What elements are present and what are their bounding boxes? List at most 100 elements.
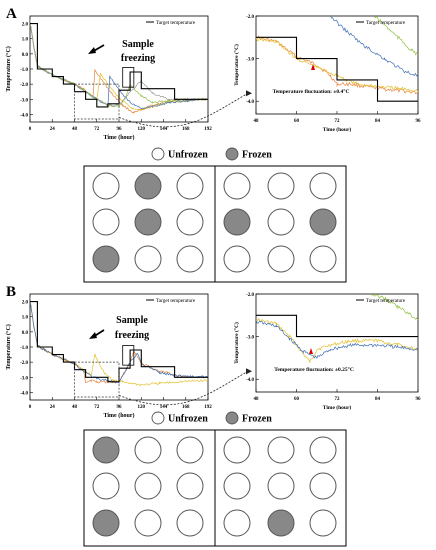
legend-label: Target temperature: [366, 298, 406, 304]
x-tick-label: 192: [204, 127, 212, 132]
vial-frozen: [309, 208, 337, 236]
x-tick-label: 84: [375, 397, 381, 402]
x-tick-label: 96: [416, 119, 422, 124]
series-line: [370, 294, 418, 320]
vial-unfrozen: [309, 509, 337, 537]
y-axis-label: Temperature (°C): [233, 322, 240, 364]
vial-unfrozen: [92, 208, 120, 236]
x-tick-label: 48: [72, 127, 78, 132]
x-tick-label: 72: [94, 405, 100, 410]
vial-unfrozen: [134, 509, 162, 537]
vial-unfrozen: [267, 472, 295, 500]
plot-frame: [255, 293, 419, 393]
legend-frozen-icon: [225, 147, 239, 161]
x-tick-label: 96: [117, 405, 123, 410]
panel-label-b: B: [6, 284, 16, 300]
series-line: [30, 21, 208, 107]
vial-unfrozen: [223, 436, 251, 464]
vial-frozen: [223, 208, 251, 236]
annotation-sample: Sample: [122, 39, 154, 50]
freeze-marker: [309, 348, 313, 354]
vial-unfrozen: [309, 472, 337, 500]
vial-unfrozen: [309, 245, 337, 273]
chart-inset-b: -2.0 -3.0 -4.0 48 60 72 84 96 Time (hour) Tempera…: [233, 293, 421, 411]
vial-unfrozen: [176, 509, 204, 537]
y-tick-label: 0.0: [22, 331, 29, 336]
vial-unfrozen: [309, 436, 337, 464]
vial-frozen: [92, 436, 120, 464]
x-tick-label: 192: [204, 405, 212, 410]
legend-label: Target temperature: [156, 298, 196, 304]
fluctuation-annotation: Temperature fluctuation: ±0.4°C: [273, 88, 350, 95]
vial-frozen: [92, 509, 120, 537]
vial-grid-a: Unfrozen Frozen: [83, 147, 347, 283]
zoom-region-box: [74, 83, 120, 120]
vial-unfrozen: [92, 172, 120, 200]
x-axis-label: Time (hour): [323, 126, 352, 133]
legend-frozen-label: Frozen: [242, 414, 272, 425]
y-axis-label: Temperature (°C): [233, 44, 240, 86]
annotation-freezing: freezing: [115, 330, 149, 341]
x-tick-label: 168: [182, 405, 190, 410]
legend-unfrozen-label: Unfrozen: [168, 150, 208, 161]
y-axis-label: Temperature (°C): [5, 324, 12, 370]
y-tick-label: 2.0: [22, 23, 29, 28]
vial-unfrozen: [267, 172, 295, 200]
x-axis-label: Time (hour): [323, 404, 352, 411]
legend-frozen-icon: [225, 411, 239, 425]
x-tick-label: 72: [335, 119, 341, 124]
vial-frozen: [267, 509, 295, 537]
x-tick-label: 96: [117, 127, 123, 132]
series-line: [256, 320, 418, 359]
series-line: [373, 16, 418, 56]
y-tick-label: -4.0: [246, 378, 254, 383]
vial-unfrozen: [176, 172, 204, 200]
x-tick-label: 96: [416, 397, 422, 402]
zoom-region-box: [74, 361, 120, 398]
x-tick-label: 48: [72, 405, 78, 410]
x-tick-label: 120: [138, 405, 146, 410]
zoom-arrow-head: [246, 90, 252, 97]
x-tick-label: 60: [294, 119, 300, 124]
x-tick-label: 72: [94, 127, 100, 132]
y-tick-label: 1.0: [22, 38, 29, 43]
vial-unfrozen: [267, 208, 295, 236]
vial-unfrozen: [92, 472, 120, 500]
x-tick-label: 48: [254, 397, 260, 402]
vial-unfrozen: [223, 472, 251, 500]
y-tick-label: -1.0: [20, 346, 28, 351]
target-line: [256, 36, 418, 102]
x-tick-label: 24: [50, 405, 56, 410]
vial-unfrozen: [223, 509, 251, 537]
vial-unfrozen: [223, 245, 251, 273]
vial-unfrozen: [176, 472, 204, 500]
vial-unfrozen: [267, 436, 295, 464]
freezing-box: [122, 67, 135, 88]
y-tick-label: -3.0: [246, 336, 254, 341]
x-tick-label: 60: [294, 397, 300, 402]
chart-inset-a: -2.0 -3.0 -4.0 48 60 72 84 96 Time (hour) Tempera…: [233, 15, 421, 133]
series-line: [330, 16, 418, 77]
x-tick-label: 0: [29, 127, 32, 132]
y-tick-label: -3.0: [20, 98, 28, 103]
vial-unfrozen: [176, 208, 204, 236]
vial-unfrozen: [134, 436, 162, 464]
x-tick-label: 48: [254, 119, 260, 124]
chart-main-b: -4.0 -3.0 -2.0 -1.0 0.0 1.0 2.0 0 24 48 72 96 120 144…: [5, 293, 252, 419]
target-line: [30, 301, 208, 383]
y-tick-label: -4.0: [20, 113, 28, 118]
vial-unfrozen: [134, 245, 162, 273]
y-tick-label: -2.0: [20, 361, 28, 366]
x-tick-label: 144: [160, 405, 168, 410]
x-tick-label: 0: [29, 405, 32, 410]
target-line: [256, 314, 418, 338]
vial-unfrozen: [309, 172, 337, 200]
zoom-arrow-head: [246, 368, 252, 375]
chart-main-a: -4.0 -3.0 -2.0 -1.0 0.0 1.0 2.0 0 24 48 72 96 120 144…: [5, 15, 252, 141]
vial-frozen: [92, 245, 120, 273]
vial-unfrozen: [176, 436, 204, 464]
vial-unfrozen: [134, 472, 162, 500]
legend-label: Target temperature: [156, 20, 196, 26]
x-axis-label: Time (hour): [103, 412, 134, 419]
legend-frozen-label: Frozen: [242, 150, 272, 161]
